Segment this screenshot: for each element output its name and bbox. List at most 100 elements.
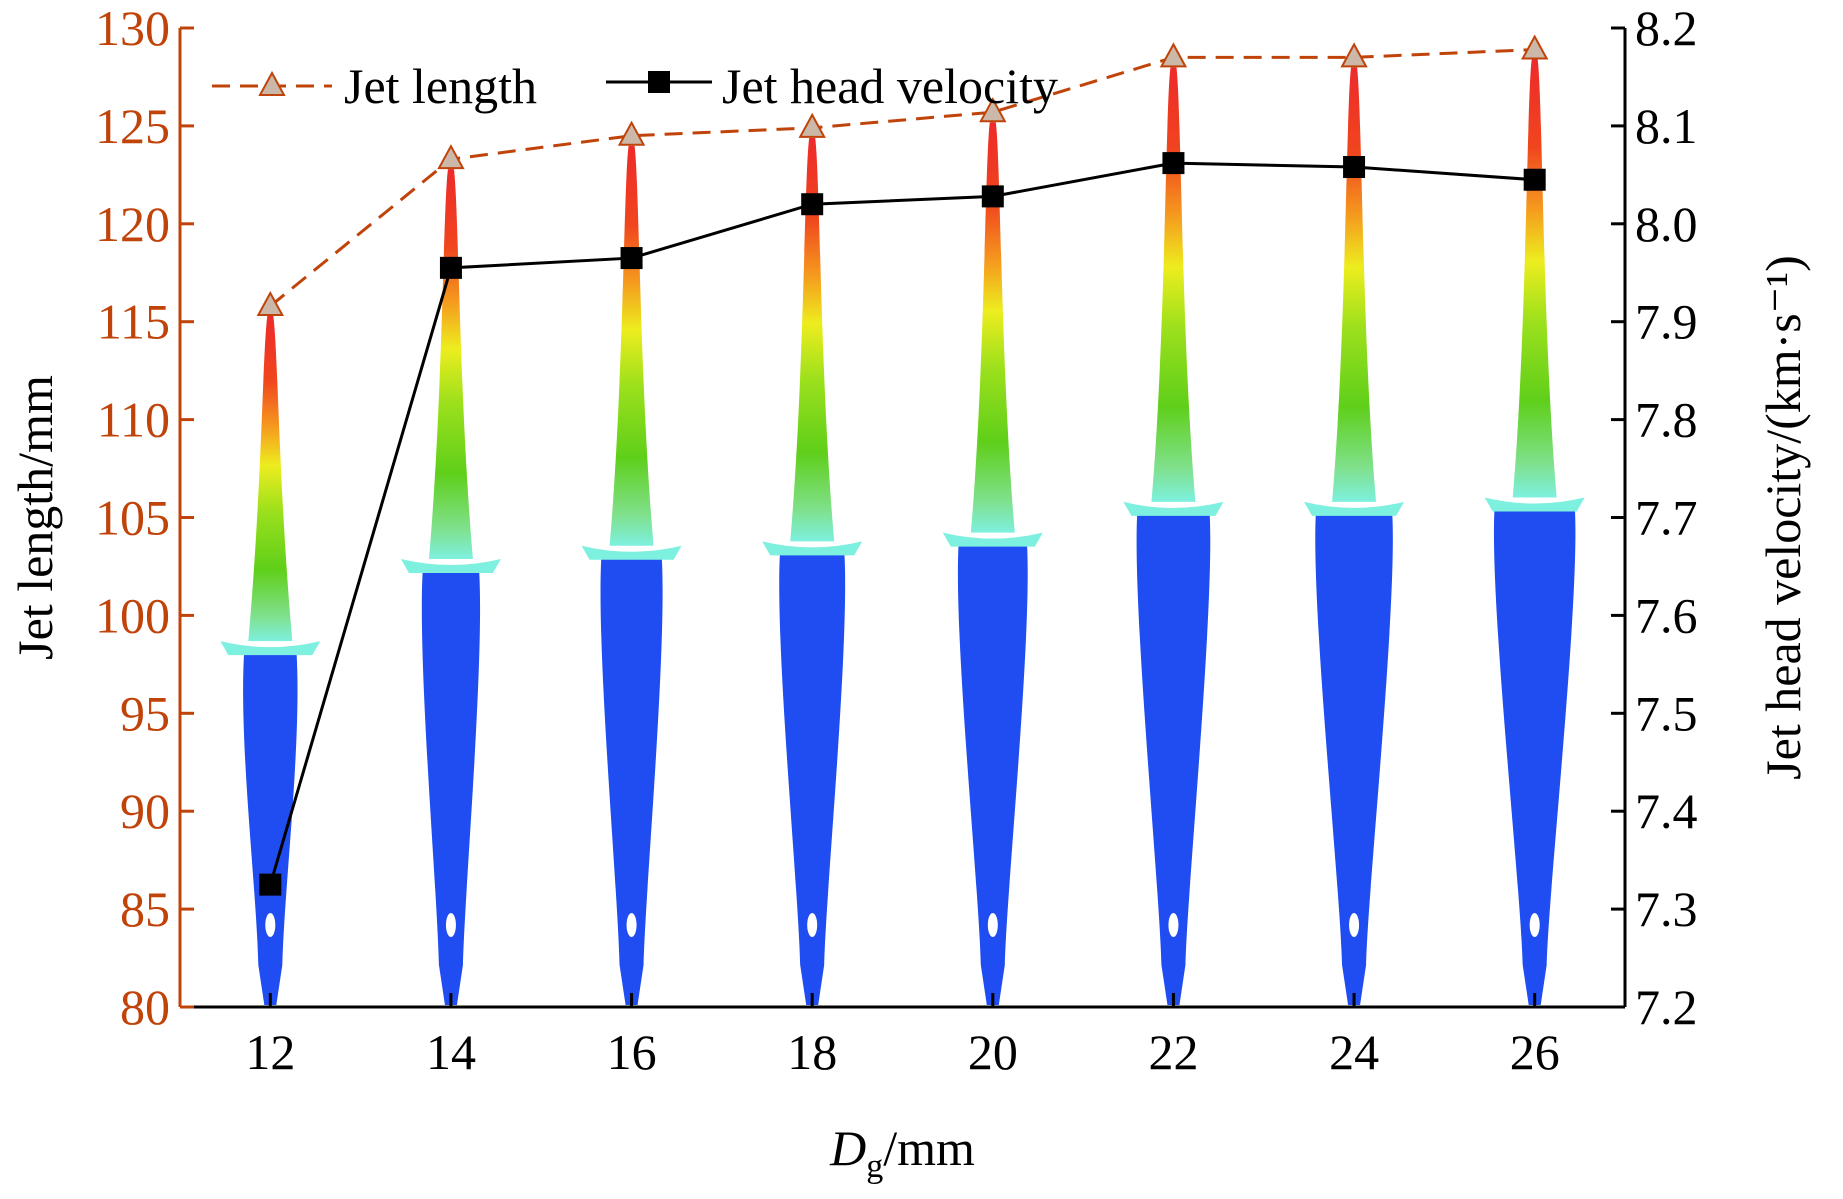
jet-slug	[779, 549, 846, 1005]
right-tick-label: 8.2	[1635, 0, 1698, 56]
left-axis-title: Jet length/mm	[7, 375, 63, 660]
x-axis-title-symbol: D	[829, 1120, 866, 1176]
jet-flange	[400, 558, 501, 573]
jet-body	[428, 169, 473, 559]
jet-body	[1332, 67, 1377, 502]
jet-contour	[220, 316, 321, 1005]
x-tick-label: 14	[426, 1024, 476, 1080]
jet-head-velocity-point	[1343, 156, 1366, 179]
left-tick-label: 115	[97, 294, 170, 350]
x-axis-title-subscript: g	[866, 1148, 883, 1185]
jet-contour	[581, 145, 682, 1005]
right-tick-label: 7.9	[1635, 294, 1698, 350]
x-tick-label: 16	[607, 1024, 657, 1080]
series-line-jet-length	[269, 48, 1535, 308]
x-tick-label: 26	[1510, 1024, 1560, 1080]
jet-flange	[220, 641, 321, 656]
tick-labels: 80 85 90 95 100 105 110 115 120 125 130 7.2 7.3 7.4 7.…	[95, 0, 1698, 1080]
jet-slug	[1493, 505, 1576, 1005]
jet-body	[970, 122, 1015, 533]
jet-void	[265, 913, 276, 937]
jet-length-point	[256, 290, 284, 317]
jet-contour	[942, 122, 1043, 1005]
right-tick-label: 7.6	[1635, 587, 1698, 643]
jet-slug	[1136, 509, 1211, 1005]
legend-marker-jet-head-velocity	[648, 71, 670, 93]
jet-slug	[1315, 509, 1393, 1005]
right-tick-label: 7.7	[1635, 490, 1698, 546]
jet-length-point	[979, 97, 1007, 123]
jet-contour-images	[220, 59, 1585, 1005]
x-tick-label: 20	[968, 1024, 1018, 1080]
x-tick-label: 24	[1329, 1024, 1379, 1080]
jet-body	[1151, 67, 1196, 502]
jet-length-point	[617, 120, 646, 146]
jet-head-velocity-point	[439, 256, 462, 279]
jet-head-velocity-point	[981, 185, 1004, 208]
left-tick-label: 125	[95, 98, 170, 154]
jet-void	[445, 913, 456, 937]
jet-flange	[1484, 497, 1585, 512]
jet-body	[1512, 59, 1557, 498]
jet-slug	[600, 553, 663, 1005]
right-tick-label: 7.2	[1635, 979, 1698, 1035]
jet-body	[609, 145, 654, 546]
axes	[178, 26, 1627, 1009]
jet-length-point	[437, 144, 465, 170]
right-tick-label: 8.0	[1635, 196, 1698, 252]
right-tick-label: 8.1	[1635, 98, 1698, 154]
jet-length-point	[1521, 34, 1549, 60]
legend-label-jet-head-velocity: Jet head velocity	[722, 58, 1058, 114]
right-tick-label: 7.3	[1635, 881, 1698, 937]
jet-flange	[762, 541, 863, 556]
jet-body	[248, 316, 293, 642]
right-axis-title: Jet head velocity/(km·s⁻¹)	[1755, 255, 1811, 780]
jet-length-point	[798, 112, 826, 138]
jet-void	[1168, 913, 1179, 937]
jet-length-point	[1159, 42, 1188, 68]
left-tick-label: 85	[120, 881, 170, 937]
right-tick-label: 7.4	[1635, 783, 1698, 839]
jet-contour	[1304, 67, 1405, 1005]
jet-void	[807, 913, 818, 937]
jet-flange	[1304, 501, 1405, 516]
jet-flange	[1123, 501, 1224, 516]
right-tick-label: 7.5	[1635, 685, 1698, 741]
jet-slug	[421, 566, 481, 1005]
legend: Jet length Jet head velocity	[212, 58, 1058, 114]
left-tick-label: 110	[97, 392, 170, 448]
left-tick-label: 105	[95, 490, 170, 546]
jet-length-point	[1340, 42, 1368, 68]
jet-head-velocity-point	[1162, 152, 1185, 175]
jet-flange	[581, 545, 682, 560]
jet-slug	[957, 540, 1028, 1005]
left-tick-label: 90	[120, 783, 170, 839]
jet-void	[1529, 913, 1540, 937]
legend-label-jet-length: Jet length	[344, 58, 537, 114]
jet-head-velocity-point	[620, 247, 643, 270]
jet-contour	[1123, 67, 1224, 1005]
jet-flange	[942, 532, 1043, 547]
jet-contour	[762, 137, 863, 1005]
jet-void	[626, 913, 637, 937]
left-tick-label: 120	[95, 196, 170, 252]
jet-head-velocity-point	[1523, 168, 1546, 191]
x-tick-label: 22	[1148, 1024, 1198, 1080]
axis-titles: Jet length/mm Jet head velocity/(km·s⁻¹) D…	[7, 255, 1811, 1185]
left-tick-label: 80	[120, 979, 170, 1035]
jet-body	[790, 137, 835, 542]
left-tick-label: 100	[95, 587, 170, 643]
x-axis-title: Dg/mm	[829, 1120, 975, 1185]
series-lines	[256, 34, 1549, 896]
jet-head-velocity-point	[259, 873, 282, 896]
x-axis-title-unit: /mm	[883, 1120, 975, 1176]
x-tick-label: 18	[787, 1024, 837, 1080]
legend-marker-jet-length	[258, 70, 286, 96]
jet-void	[1349, 913, 1360, 937]
jet-head-velocity-point	[801, 193, 824, 216]
jet-void	[987, 913, 998, 937]
left-tick-label: 130	[95, 0, 170, 56]
jet-slug	[243, 649, 298, 1005]
series-line-jet-head-velocity	[268, 161, 1535, 886]
